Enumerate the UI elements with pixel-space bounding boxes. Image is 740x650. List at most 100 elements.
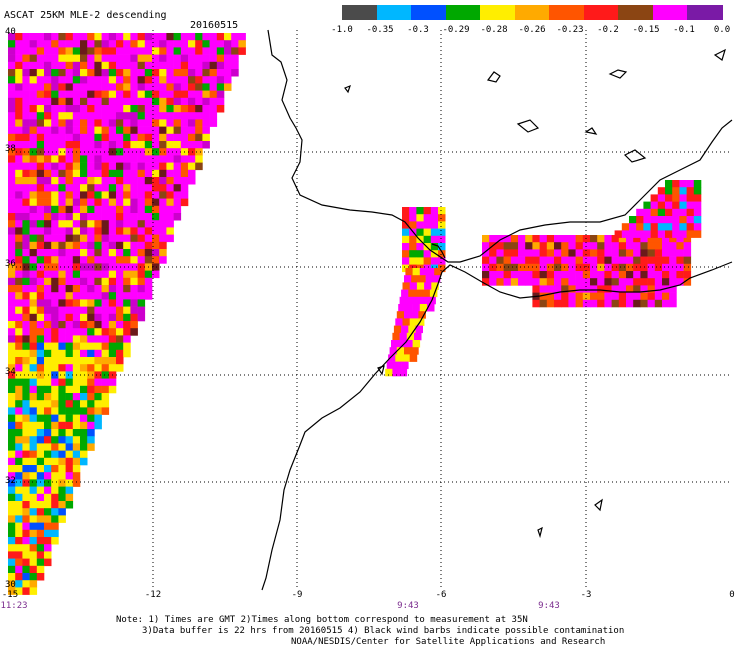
swath-cell (657, 194, 666, 202)
swath-cell (137, 256, 146, 264)
swath-cell (202, 54, 210, 63)
swath-cell (438, 221, 446, 229)
swath-cell (51, 429, 59, 437)
swath-cell (65, 457, 74, 466)
swath-cell (582, 249, 591, 257)
swath-cell (597, 263, 605, 272)
swath-cell (152, 54, 160, 63)
swath-cell (51, 47, 59, 55)
swath-cell (643, 223, 651, 231)
swath-cell (539, 235, 548, 243)
swath-cell (44, 313, 52, 322)
swath-cell (94, 335, 102, 343)
swath-cell (72, 119, 81, 127)
swath-cell (8, 587, 16, 595)
swath-cell (180, 112, 189, 120)
swath-cell (108, 97, 117, 106)
swath-cell (65, 465, 74, 473)
swath-cell (29, 263, 38, 271)
swath-cell (29, 61, 38, 70)
swath-cell (686, 187, 695, 195)
colorbar-tick-label: -0.3 (407, 25, 429, 35)
swath-cell (29, 292, 38, 300)
swath-cell (58, 508, 66, 516)
swath-cell (29, 573, 38, 581)
swath-cell (51, 407, 59, 415)
swath-cell (22, 148, 30, 156)
swath-cell (137, 277, 146, 286)
swath-cell (202, 61, 210, 70)
swath-cell (101, 141, 110, 149)
swath-cell (173, 155, 182, 163)
swath-cell (80, 443, 88, 451)
swath-cell (80, 227, 88, 235)
swath-cell (123, 97, 131, 106)
swath-cell (15, 443, 23, 451)
swath-cell (72, 292, 81, 300)
swath-cell (130, 148, 138, 156)
swath-cell (662, 263, 670, 272)
swath-cell (597, 256, 605, 265)
swath-cell (123, 270, 131, 279)
swath-cell (65, 40, 74, 48)
swath-cell (159, 76, 167, 84)
swath-cell (554, 271, 562, 279)
swath-cell (554, 249, 562, 257)
swath-cell (51, 522, 59, 531)
swath-cell (216, 40, 225, 48)
swath-cell (137, 234, 146, 243)
swath-cell (22, 234, 30, 243)
swath-cell (650, 194, 659, 202)
lat-label: 40 (5, 27, 16, 37)
swath-cell (80, 169, 88, 178)
swath-cell (29, 385, 38, 394)
swath-cell (29, 213, 38, 221)
swath-cell (36, 421, 45, 430)
swath-cell (108, 270, 117, 279)
swath-cell (94, 205, 102, 214)
swath-cell (80, 141, 88, 149)
swath-cell (51, 184, 59, 192)
swath-cell (58, 177, 66, 185)
swath-cell (144, 292, 153, 300)
swath-cell (669, 242, 677, 250)
swath-cell (123, 69, 131, 77)
swath-cell (15, 493, 23, 502)
swath-cell (87, 177, 95, 185)
swath-cell (44, 537, 52, 545)
swath-cell (398, 304, 406, 312)
swath-cell (231, 54, 239, 63)
swath-cell (633, 256, 641, 265)
swath-cell (72, 133, 81, 142)
swath-cell (44, 105, 52, 113)
swath-cell (44, 544, 52, 552)
swath-cell (159, 205, 167, 214)
swath-cell (51, 299, 59, 307)
swath-cell (152, 198, 160, 207)
swath-cell (401, 325, 409, 334)
swath-cell (72, 393, 81, 401)
swath-cell (65, 335, 74, 343)
swath-cell (8, 558, 16, 567)
swath-cell (22, 357, 30, 365)
swath-cell (8, 227, 16, 235)
swath-cell (108, 213, 117, 221)
swath-cell (36, 364, 45, 372)
swath-cell (44, 263, 52, 271)
swath-cell (36, 328, 45, 336)
swath-cell (80, 263, 88, 271)
swath-cell (137, 97, 146, 106)
swath-cell (123, 133, 131, 142)
swath-cell (15, 299, 23, 307)
swath-cell (539, 299, 548, 308)
swath-cell (166, 155, 174, 163)
swath-cell (65, 299, 74, 307)
swath-cell (209, 69, 218, 77)
swath-cell (108, 90, 117, 99)
swath-cell (180, 126, 189, 135)
swath-cell (8, 501, 16, 509)
swath-cell (116, 270, 124, 279)
swath-cell (36, 321, 45, 329)
swath-cell (101, 407, 110, 415)
swath-cell (65, 479, 74, 487)
